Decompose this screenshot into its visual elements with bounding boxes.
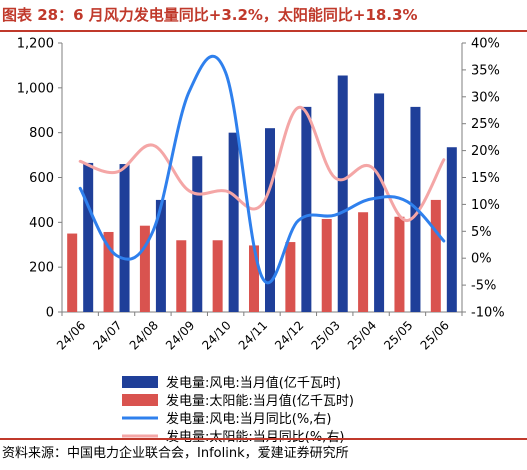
title-divider <box>0 30 527 32</box>
x-tick-label: 24/10 <box>199 318 233 352</box>
solar-bar <box>139 225 150 312</box>
solar-bar <box>103 231 114 312</box>
solar-bar <box>285 242 296 312</box>
x-tick-label: 25/04 <box>345 318 379 352</box>
y-left-tick-label: 600 <box>29 171 54 186</box>
x-tick-label: 24/08 <box>127 318 161 352</box>
x-tick-label: 25/03 <box>308 318 342 352</box>
footer-divider <box>0 438 527 440</box>
legend-solar-bar-swatch <box>122 394 158 406</box>
y-left-tick-label: 1,200 <box>17 37 54 52</box>
wind-bar <box>337 75 348 312</box>
solar-bar <box>212 240 223 312</box>
y-left-tick-label: 0 <box>46 306 54 321</box>
y-right-tick-label: 15% <box>471 171 500 186</box>
wind-bar <box>83 162 94 312</box>
page-title: 图表 28：6 月风力发电量同比+3.2%，太阳能同比+18.3% <box>2 6 418 24</box>
y-right-tick-label: 25% <box>471 117 500 132</box>
x-tick-label: 24/06 <box>54 318 88 352</box>
solar-bar <box>430 199 441 312</box>
y-right-tick-label: -10% <box>471 306 505 321</box>
x-tick-label: 24/11 <box>236 318 270 352</box>
wind-bar <box>301 106 312 312</box>
y-right-tick-label: 5% <box>471 225 492 240</box>
y-right-tick-label: 30% <box>471 90 500 105</box>
x-tick-label: 25/06 <box>418 318 452 352</box>
y-left-tick-label: 1,000 <box>17 81 54 96</box>
wind-bar <box>155 199 166 312</box>
x-tick-label: 24/09 <box>163 318 197 352</box>
wind-bar <box>265 128 275 312</box>
solar-bar <box>394 216 405 312</box>
y-left-tick-label: 200 <box>29 261 54 276</box>
x-tick-label: 24/07 <box>90 318 124 352</box>
y-right-tick-label: 0% <box>471 252 492 267</box>
wind-bar <box>228 132 239 312</box>
chart-lines <box>78 55 446 285</box>
legend-label: 发电量:太阳能:当月同比(%,右) <box>166 429 344 445</box>
y-left-tick-label: 800 <box>29 126 54 141</box>
legend-wind-bar-swatch <box>122 376 158 388</box>
solar-bar <box>176 240 187 312</box>
wind-bar <box>192 156 203 312</box>
y-right-tick-label: 20% <box>471 144 500 159</box>
solar-bar <box>321 218 332 312</box>
solar-bar <box>249 245 259 312</box>
chart-legend: 发电量:风电:当月值(亿千瓦时) 发电量:太阳能:当月值(亿千瓦时) 发电量:风电:… <box>122 375 354 445</box>
legend-label: 发电量:风电:当月值(亿千瓦时) <box>166 375 341 391</box>
wind-bar <box>446 147 457 312</box>
x-tick-label: 25/05 <box>381 318 415 352</box>
x-tick-label: 24/12 <box>272 318 306 352</box>
solar-yoy-line <box>78 106 446 223</box>
wind-yoy-line <box>78 55 446 285</box>
y-right-tick-label: 35% <box>471 63 500 78</box>
y-right-tick-label: 40% <box>471 37 500 52</box>
source-note: 资料来源：中国电力企业联合会，Infolink，爱建证券研究所 <box>2 446 349 461</box>
y-right-tick-label: 10% <box>471 198 500 213</box>
legend-label: 发电量:风电:当月同比(%,右) <box>166 411 331 427</box>
solar-bar <box>67 233 78 312</box>
solar-bar <box>358 212 369 312</box>
legend-label: 发电量:太阳能:当月值(亿千瓦时) <box>166 393 354 409</box>
wind-bar <box>119 164 130 312</box>
y-right-tick-label: -5% <box>471 279 496 294</box>
wind-bar <box>374 93 385 312</box>
y-left-tick-label: 400 <box>29 216 54 231</box>
